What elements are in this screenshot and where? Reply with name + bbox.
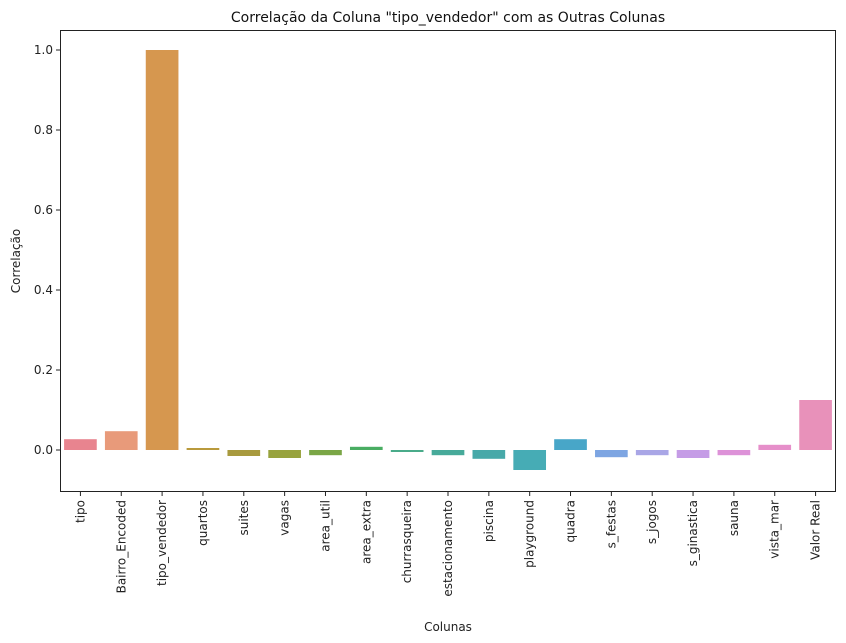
x-tick-label: suites (237, 500, 251, 536)
x-tick-label: quadra (564, 500, 578, 542)
y-axis-ticks: 0.0 0.2 0.4 0.6 0.8 1.0 (34, 43, 60, 457)
x-tick-label: vista_mar (768, 500, 782, 559)
x-tick-label: area_extra (359, 500, 373, 564)
x-tick-label: quartos (196, 500, 210, 546)
chart-title: Correlação da Coluna "tipo_vendedor" com… (231, 10, 665, 26)
bar-piscina (472, 450, 506, 459)
bar-valor-real (799, 400, 832, 450)
x-tick-label: s_festas (604, 500, 618, 548)
bar-s-festas (595, 450, 628, 458)
bar-tipo (64, 439, 97, 450)
y-axis-label: Correlação (9, 229, 23, 293)
bar-tipo-vendedor (145, 50, 179, 450)
x-tick-label: s_jogos (645, 500, 659, 544)
x-tick-label: s_ginastica (686, 500, 700, 566)
bar-sauna (717, 450, 751, 456)
bar-bairro-encoded (104, 431, 138, 450)
bar-area-extra (349, 446, 383, 450)
x-axis-ticks: tipo Bairro_Encoded tipo_vendedor quartos su… (73, 492, 823, 597)
x-tick-label: Valor Real (809, 500, 823, 560)
bar-s-jogos (635, 450, 669, 456)
bar-vagas (268, 450, 301, 458)
x-tick-label: churrasqueira (400, 500, 414, 583)
x-axis-label: Colunas (424, 620, 472, 634)
x-tick-label: playground (523, 500, 537, 568)
x-tick-label: sauna (727, 500, 741, 536)
y-tick-label: 0.2 (34, 363, 53, 377)
y-tick-label: 0.6 (34, 203, 53, 217)
x-tick-label: estacionamento (441, 500, 455, 597)
bar-area-util (309, 450, 342, 456)
y-tick-label: 0.0 (34, 443, 53, 457)
x-tick-label: vagas (278, 500, 292, 536)
bar-vista-mar (758, 444, 792, 450)
bar-estacionamento (431, 450, 465, 456)
x-tick-label: tipo_vendedor (155, 500, 169, 586)
bar-churrasqueira (390, 450, 424, 452)
x-tick-label: area_util (318, 500, 332, 552)
x-tick-label: Bairro_Encoded (114, 500, 128, 593)
y-tick-label: 0.4 (34, 283, 53, 297)
bar-s-ginastica (676, 450, 710, 458)
x-tick-label: piscina (482, 500, 496, 542)
bar-playground (513, 450, 547, 470)
y-tick-label: 1.0 (34, 43, 53, 57)
plot-frame (60, 30, 836, 492)
bar-suites (227, 450, 261, 456)
x-tick-label: tipo (73, 500, 87, 523)
bar-quartos (186, 448, 220, 450)
bars-group (64, 50, 832, 470)
bar-quadra (554, 439, 587, 450)
y-tick-label: 0.8 (34, 123, 53, 137)
